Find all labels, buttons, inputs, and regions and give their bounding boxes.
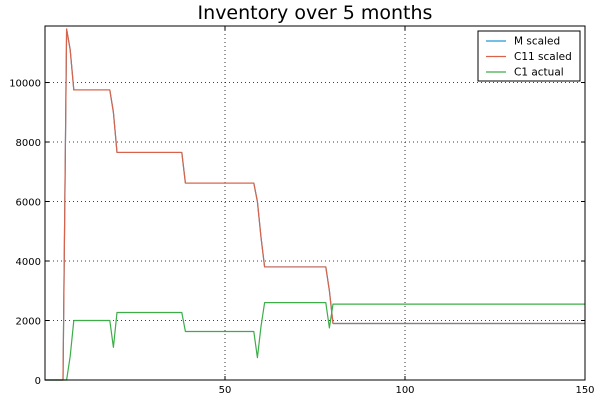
series-line-3 xyxy=(45,302,585,381)
y-tick-label: 0 xyxy=(35,376,41,387)
series-layer xyxy=(45,28,585,381)
x-tick-label: 150 xyxy=(575,385,594,396)
legend: M scaled C11 scaled C1 actual xyxy=(477,30,581,82)
legend-label: C1 actual xyxy=(514,67,564,79)
plot-frame xyxy=(44,25,586,381)
legend-label: M scaled xyxy=(514,36,560,48)
y-tick-label: 6000 xyxy=(16,198,41,209)
y-tick-label: 8000 xyxy=(16,138,41,149)
legend-label: C11 scaled xyxy=(514,51,572,63)
x-tick-label: 100 xyxy=(395,385,414,396)
y-tick-label: 2000 xyxy=(16,317,41,328)
y-tick-label: 10000 xyxy=(9,79,41,90)
series-line-2 xyxy=(45,28,585,381)
grid-lines xyxy=(45,26,585,380)
series-line-1 xyxy=(45,28,585,381)
y-tick-label: 4000 xyxy=(16,257,41,268)
axis-ticks: 50 100 150 0 2000 4000 6000 8000 10000 xyxy=(9,26,595,396)
chart-title: Inventory over 5 months xyxy=(198,2,433,24)
x-tick-label: 50 xyxy=(219,385,232,396)
